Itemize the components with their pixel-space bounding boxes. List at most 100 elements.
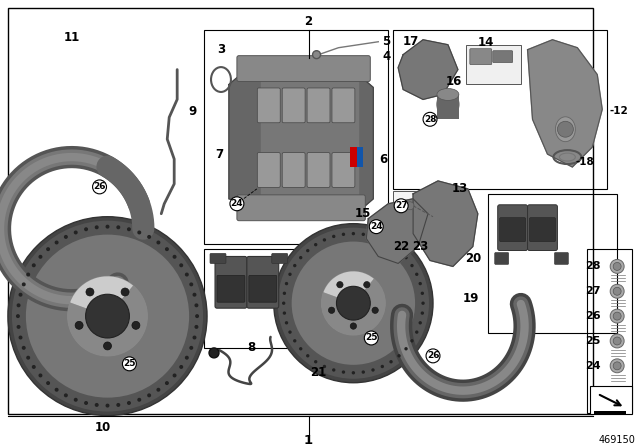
Circle shape [165,247,169,251]
Circle shape [404,347,408,350]
Bar [204,249,353,348]
Circle shape [397,249,401,252]
Circle shape [32,365,36,369]
Circle shape [323,238,326,241]
Wedge shape [68,286,147,356]
Circle shape [156,388,161,392]
Text: 26: 26 [586,311,601,321]
Circle shape [138,230,141,234]
Circle shape [342,370,345,374]
Circle shape [74,230,77,234]
Circle shape [337,286,371,320]
Circle shape [64,235,68,239]
Ellipse shape [437,90,459,118]
Circle shape [195,314,199,318]
FancyBboxPatch shape [237,195,365,221]
Circle shape [75,321,83,329]
Circle shape [364,331,378,345]
Circle shape [86,288,94,296]
FancyBboxPatch shape [332,153,355,187]
Circle shape [93,180,106,194]
FancyBboxPatch shape [249,276,276,302]
Bar [588,249,632,413]
Circle shape [95,403,99,407]
Circle shape [74,398,77,402]
Circle shape [282,302,285,305]
Polygon shape [527,40,602,167]
Text: 26: 26 [427,351,439,360]
Circle shape [364,281,370,288]
Circle shape [337,281,343,288]
Circle shape [84,401,88,405]
FancyBboxPatch shape [257,153,280,187]
FancyBboxPatch shape [495,253,509,264]
Circle shape [12,221,203,412]
Text: 11: 11 [63,31,80,44]
Circle shape [86,294,129,338]
Circle shape [209,348,219,358]
Text: 24: 24 [230,199,243,208]
Circle shape [22,346,26,350]
Wedge shape [323,271,374,303]
Circle shape [328,307,335,314]
Circle shape [185,356,189,360]
Circle shape [610,309,624,323]
Circle shape [189,346,193,350]
Circle shape [132,321,140,329]
Circle shape [127,401,131,405]
Circle shape [38,374,42,377]
Bar [393,191,431,223]
Circle shape [288,272,292,276]
FancyBboxPatch shape [282,88,305,123]
Circle shape [195,325,198,329]
Circle shape [17,325,20,329]
Circle shape [17,303,20,307]
Circle shape [406,202,414,210]
Circle shape [299,256,303,259]
Circle shape [195,303,198,307]
Text: 2: 2 [305,15,312,28]
Circle shape [179,365,183,369]
Circle shape [423,112,437,126]
Polygon shape [398,40,458,99]
Circle shape [332,235,335,238]
Circle shape [185,272,189,276]
Circle shape [419,282,422,285]
Text: 20: 20 [465,252,481,265]
Circle shape [106,404,109,408]
Text: 22: 22 [393,240,409,253]
Circle shape [381,238,384,241]
Circle shape [104,342,111,350]
Circle shape [46,247,50,251]
Bar [590,386,632,414]
Circle shape [389,360,393,363]
Circle shape [54,241,59,245]
FancyBboxPatch shape [257,88,280,123]
Circle shape [26,356,30,360]
Circle shape [116,225,120,229]
Circle shape [557,121,573,137]
Text: 27: 27 [395,201,408,210]
Circle shape [26,272,30,276]
FancyBboxPatch shape [493,51,513,63]
Text: -18: -18 [575,157,594,167]
Circle shape [314,360,317,363]
Text: 16: 16 [445,75,462,88]
FancyBboxPatch shape [217,276,245,302]
Text: 24: 24 [586,361,601,371]
Text: 25: 25 [123,359,136,368]
Text: 15: 15 [355,207,371,220]
Ellipse shape [556,117,575,142]
FancyBboxPatch shape [470,49,492,65]
Text: 14: 14 [477,36,494,49]
Text: 9: 9 [188,105,196,118]
Circle shape [299,347,303,350]
Text: 26: 26 [93,182,106,191]
Circle shape [613,263,621,271]
Circle shape [293,264,296,267]
Circle shape [415,331,419,334]
Circle shape [426,349,440,363]
Text: 23: 23 [412,240,428,253]
Circle shape [410,264,413,267]
Circle shape [371,368,374,372]
